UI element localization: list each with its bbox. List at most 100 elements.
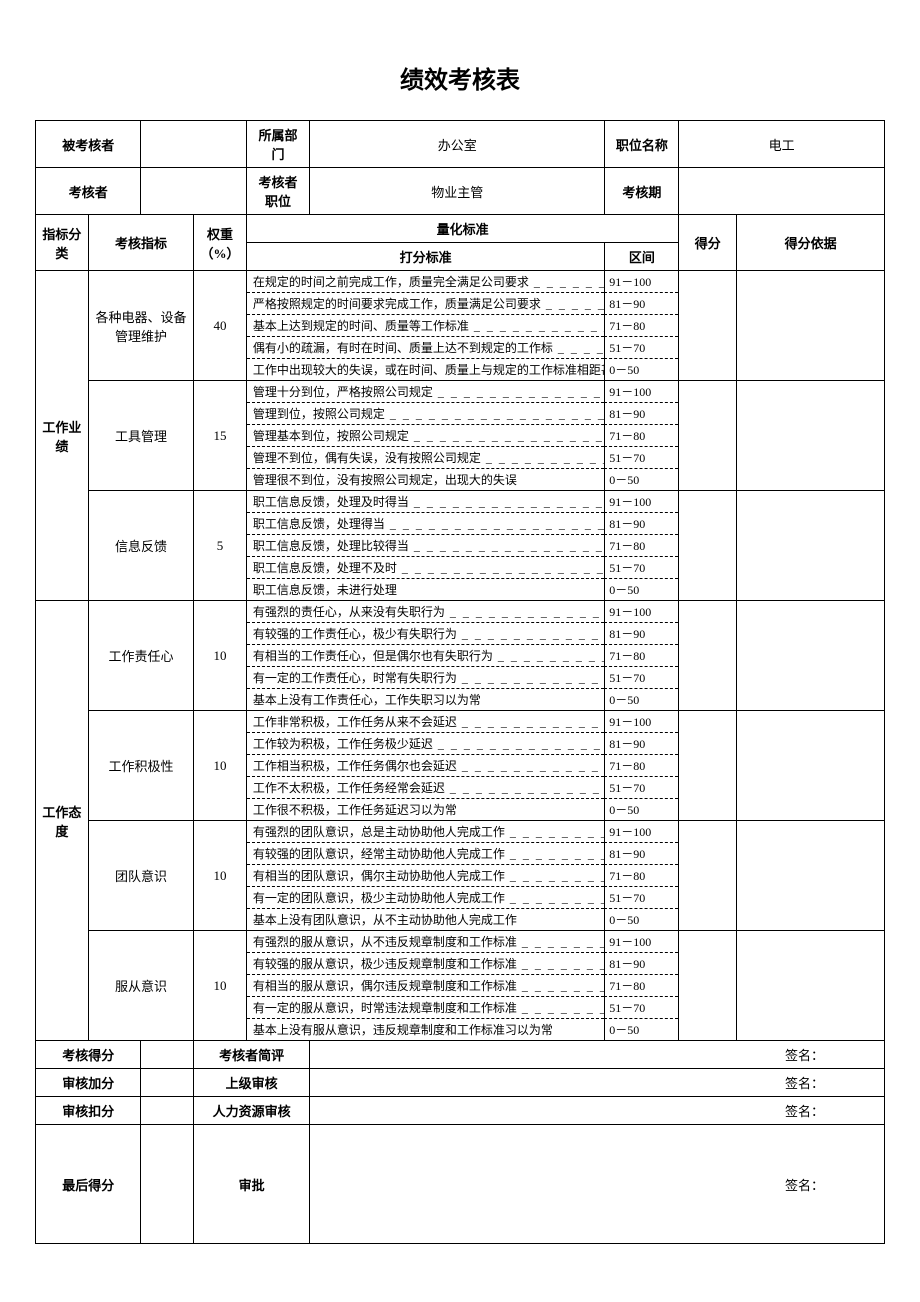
final-score-label: 最后得分 [36, 1125, 141, 1244]
score-cell[interactable] [679, 931, 737, 1041]
criteria-desc: 基本上没有服从意识，违反规章制度和工作标准习以为常 [247, 1019, 604, 1040]
criteria-desc: 严格按照规定的时间要求完成工作，质量满足公司要求 [247, 293, 604, 315]
criteria-range: 0－50 [604, 909, 678, 930]
criteria-desc: 基本上达到规定的时间、质量等工作标准 [247, 315, 604, 337]
col-indicator: 考核指标 [88, 215, 193, 271]
bonus-value[interactable] [141, 1069, 194, 1097]
criteria-range: 51－70 [604, 667, 678, 689]
criteria-desc: 偶有小的疏漏，有时在时间、质量上达不到规定的工作标 [247, 337, 604, 359]
criteria-range: 81－90 [604, 293, 678, 315]
assessor-review-label: 考核者简评 [194, 1041, 310, 1069]
criteria-desc: 有相当的工作责任心，但是偶尔也有失职行为 [247, 645, 604, 667]
superior-signature[interactable]: 签名： [310, 1069, 885, 1097]
deduct-value[interactable] [141, 1097, 194, 1125]
criteria-range: 51－70 [604, 887, 678, 909]
col-score: 得分 [679, 215, 737, 271]
score-cell[interactable] [679, 491, 737, 601]
col-category: 指标分类 [36, 215, 89, 271]
col-weight: 权重（%） [194, 215, 247, 271]
criteria-desc: 有一定的服从意识，时常违法规章制度和工作标准 [247, 997, 604, 1019]
weight-value: 10 [194, 711, 247, 821]
weight-value: 10 [194, 821, 247, 931]
category-name: 工作业绩 [36, 271, 89, 601]
hr-review-label: 人力资源审核 [194, 1097, 310, 1125]
score-total-label: 考核得分 [36, 1041, 141, 1069]
period-value[interactable] [679, 168, 885, 215]
weight-value: 10 [194, 601, 247, 711]
col-criteria: 打分标准 [246, 243, 605, 271]
criteria-desc: 工作相当积极，工作任务偶尔也会延迟 [247, 755, 604, 777]
criteria-cell: 管理十分到位，严格按照公司规定91－100管理到位，按照公司规定81－90管理基… [246, 381, 678, 491]
criteria-cell: 有强烈的团队意识，总是主动协助他人完成工作91－100有较强的团队意识，经常主动… [246, 821, 678, 931]
score-cell[interactable] [679, 821, 737, 931]
criteria-range: 91－100 [604, 711, 678, 733]
criteria-range: 51－70 [604, 447, 678, 469]
indicator-name: 各种电器、设备管理维护 [88, 271, 193, 381]
period-label: 考核期 [605, 168, 679, 215]
criteria-cell: 有强烈的服从意识，从不违反规章制度和工作标准91－100有较强的服从意识，极少违… [246, 931, 678, 1041]
hr-signature[interactable]: 签名： [310, 1097, 885, 1125]
deduct-label: 审核扣分 [36, 1097, 141, 1125]
criteria-desc: 职工信息反馈，处理得当 [247, 513, 604, 535]
criteria-range: 0－50 [604, 1019, 678, 1040]
dept-value: 办公室 [310, 121, 605, 168]
approval-label: 审批 [194, 1125, 310, 1244]
criteria-desc: 工作很不积极，工作任务延迟习以为常 [247, 799, 604, 820]
basis-cell[interactable] [737, 711, 885, 821]
criteria-range: 51－70 [604, 997, 678, 1019]
criteria-desc: 职工信息反馈，处理不及时 [247, 557, 604, 579]
indicator-name: 工具管理 [88, 381, 193, 491]
criteria-desc: 管理基本到位，按照公司规定 [247, 425, 604, 447]
assessor-label: 考核者 [36, 168, 141, 215]
criteria-desc: 管理十分到位，严格按照公司规定 [247, 381, 604, 403]
indicator-name: 工作责任心 [88, 601, 193, 711]
score-cell[interactable] [679, 601, 737, 711]
assessor-pos-label: 考核者职位 [246, 168, 309, 215]
criteria-desc: 管理不到位，偶有失误，没有按照公司规定 [247, 447, 604, 469]
criteria-range: 81－90 [604, 953, 678, 975]
criteria-cell: 在规定的时间之前完成工作，质量完全满足公司要求91－100严格按照规定的时间要求… [246, 271, 678, 381]
criteria-range: 0－50 [604, 689, 678, 710]
criteria-range: 81－90 [604, 513, 678, 535]
col-basis: 得分依据 [737, 215, 885, 271]
score-cell[interactable] [679, 381, 737, 491]
basis-cell[interactable] [737, 601, 885, 711]
criteria-range: 51－70 [604, 557, 678, 579]
dept-label: 所属部门 [246, 121, 309, 168]
criteria-desc: 工作不太积极，工作任务经常会延迟 [247, 777, 604, 799]
criteria-desc: 有较强的工作责任心，极少有失职行为 [247, 623, 604, 645]
basis-cell[interactable] [737, 491, 885, 601]
criteria-desc: 工作中出现较大的失误，或在时间、质量上与规定的工作标准相距甚远。 [247, 359, 604, 380]
assessor-signature[interactable]: 签名： [310, 1041, 885, 1069]
final-score-value[interactable] [141, 1125, 194, 1244]
assessee-value[interactable] [141, 121, 246, 168]
criteria-desc: 有较强的服从意识，极少违反规章制度和工作标准 [247, 953, 604, 975]
assessor-value[interactable] [141, 168, 246, 215]
appraisal-table: 被考核者 所属部门 办公室 职位名称 电工 考核者 考核者职位 物业主管 考核期… [35, 120, 885, 1244]
basis-cell[interactable] [737, 381, 885, 491]
page-title: 绩效考核表 [35, 60, 885, 95]
indicator-name: 信息反馈 [88, 491, 193, 601]
criteria-desc: 有强烈的服从意识，从不违反规章制度和工作标准 [247, 931, 604, 953]
criteria-desc: 有相当的团队意识，偶尔主动协助他人完成工作 [247, 865, 604, 887]
criteria-desc: 在规定的时间之前完成工作，质量完全满足公司要求 [247, 271, 604, 293]
criteria-cell: 有强烈的责任心，从来没有失职行为91－100有较强的工作责任心，极少有失职行为8… [246, 601, 678, 711]
basis-cell[interactable] [737, 821, 885, 931]
criteria-range: 71－80 [604, 315, 678, 337]
basis-cell[interactable] [737, 271, 885, 381]
criteria-cell: 工作非常积极，工作任务从来不会延迟91－100工作较为积极，工作任务极少延迟81… [246, 711, 678, 821]
criteria-range: 71－80 [604, 425, 678, 447]
criteria-range: 0－50 [604, 359, 678, 380]
criteria-desc: 管理到位，按照公司规定 [247, 403, 604, 425]
score-cell[interactable] [679, 711, 737, 821]
score-total-value[interactable] [141, 1041, 194, 1069]
criteria-desc: 有一定的工作责任心，时常有失职行为 [247, 667, 604, 689]
basis-cell[interactable] [737, 931, 885, 1041]
score-cell[interactable] [679, 271, 737, 381]
weight-value: 10 [194, 931, 247, 1041]
weight-value: 5 [194, 491, 247, 601]
indicator-name: 工作积极性 [88, 711, 193, 821]
criteria-desc: 有强烈的团队意识，总是主动协助他人完成工作 [247, 821, 604, 843]
approval-signature[interactable]: 签名： [310, 1125, 885, 1244]
col-range: 区间 [605, 243, 679, 271]
